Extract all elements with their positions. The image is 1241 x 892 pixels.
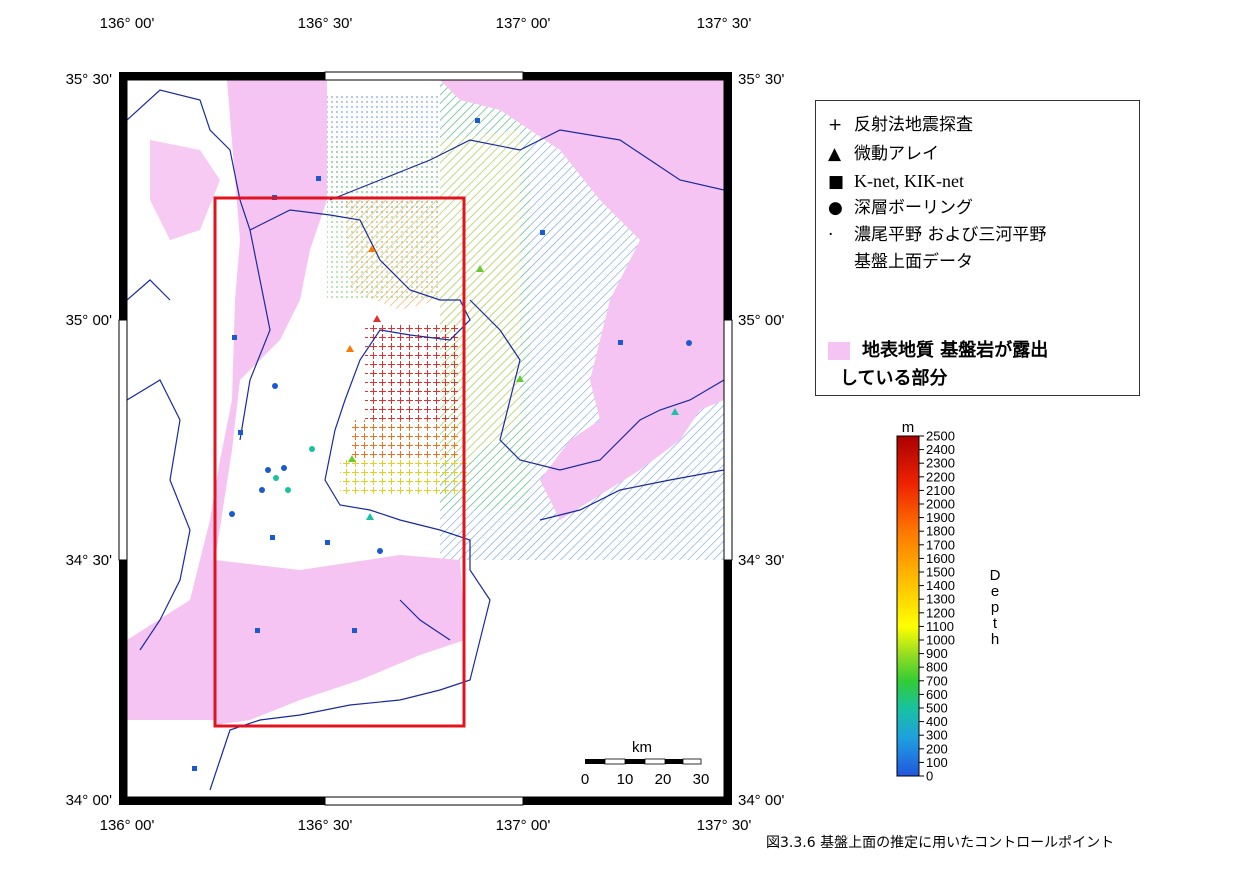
map-layers: [127, 80, 724, 791]
colorbar-tick-label: 1200: [926, 605, 955, 620]
right-label-3: 34° 00': [738, 792, 785, 809]
boring-points: [229, 340, 692, 554]
colorbar-tick-label: 1800: [926, 524, 955, 539]
colorbar-tick-label: 900: [926, 646, 948, 661]
left-label-3: 34° 00': [66, 792, 113, 809]
colorbar-title-letter: t: [993, 615, 998, 632]
colorbar-tick-label: 2200: [926, 469, 955, 484]
colorbar-tick-label: 1100: [926, 619, 954, 634]
top-label-0: 136° 00': [100, 15, 155, 32]
colorbar-ticks: 2500240023002200210020001900180017001600…: [919, 429, 955, 784]
bottom-axis-labels: 136° 00' 136° 30' 137° 00' 137° 30': [100, 817, 752, 834]
top-axis-labels: 136° 00' 136° 30' 137° 00' 137° 30': [100, 15, 752, 32]
geology-label-2: している部分: [840, 368, 948, 389]
right-label-0: 35° 30': [738, 71, 785, 88]
right-label-2: 34° 30': [738, 552, 785, 569]
colorbar-tick-label: 1500: [926, 565, 955, 580]
circle-icon: ●: [828, 198, 843, 218]
square-icon: ■: [828, 172, 845, 192]
legend-item-microtremor: ▲ 微動アレイ: [828, 144, 939, 164]
right-label-1: 35° 00': [738, 312, 785, 329]
right-axis-labels: 35° 30' 35° 00' 34° 30' 34° 00': [738, 71, 785, 809]
colorbar-tick-label: 800: [926, 660, 948, 675]
colorbar-tick-label: 2400: [926, 442, 955, 457]
reflection-crosses-red: [365, 325, 460, 425]
legend-box: + 反射法地震探査 ▲ 微動アレイ ■ K-net, KIK-net ● 深層ボーリング…: [815, 100, 1140, 396]
colorbar-tick-label: 400: [926, 714, 948, 729]
colorbar-tick-label: 2300: [926, 456, 955, 471]
top-label-3: 137° 30': [697, 15, 752, 32]
figure-caption: 図3.3.6 基盤上面の推定に用いたコントロールポイント: [766, 835, 1115, 851]
study-area-rectangle: [213, 196, 466, 728]
top-label-2: 137° 00': [496, 15, 551, 32]
scale-tick-0: 0: [581, 771, 589, 788]
geology-swatch: [828, 342, 850, 360]
coastlines-boundaries: [127, 89, 724, 791]
colorbar-tick-label: 1000: [926, 633, 955, 648]
colorbar-tick-label: 1900: [926, 510, 955, 525]
colorbar-tick-label: 500: [926, 701, 948, 716]
legend-item-reflection: + 反射法地震探査: [828, 115, 973, 135]
left-label-0: 35° 30': [66, 71, 113, 88]
left-label-2: 34° 30': [66, 552, 113, 569]
scale-tick-3: 30: [693, 771, 710, 788]
scale-tick-1: 10: [617, 771, 634, 788]
colorbar-tick-label: 1400: [926, 578, 955, 593]
scale-tick-2: 20: [655, 771, 672, 788]
colorbar-tick-label: 300: [926, 728, 948, 743]
colorbar-tick-label: 200: [926, 741, 948, 756]
colorbar-tick-label: 1700: [926, 537, 955, 552]
colorbar-tick-label: 600: [926, 687, 948, 702]
map-frame: [118, 71, 733, 806]
left-axis-labels: 35° 30' 35° 00' 34° 30' 34° 00': [66, 71, 113, 809]
depth-area-orange: [345, 200, 440, 310]
bottom-label-1: 136° 30': [298, 817, 353, 834]
scale-unit: km: [632, 739, 652, 756]
colorbar-tick-label: 0: [926, 769, 933, 784]
bedrock-exposure: [127, 80, 724, 725]
bottom-label-0: 136° 00': [100, 817, 155, 834]
plus-icon: +: [828, 115, 843, 135]
legend-item-basement-line2: 基盤上面データ: [854, 252, 973, 272]
colorbar-ramp: [896, 435, 920, 777]
legend-item-knet: ■ K-net, KIK-net: [828, 171, 964, 192]
reflection-crosses-yellow: [340, 460, 470, 495]
colorbar-tick-label: 2000: [926, 497, 955, 512]
left-label-1: 35° 00': [66, 312, 113, 329]
microtremor-points: [346, 245, 679, 520]
legend-item-boring: ● 深層ボーリング: [828, 198, 973, 218]
bottom-label-3: 137° 30': [697, 817, 752, 834]
colorbar-unit: m: [902, 419, 915, 436]
colorbar-tick-label: 2500: [926, 429, 955, 444]
colorbar-title-letter: D: [990, 567, 1001, 584]
colorbar-tick-label: 1300: [926, 592, 955, 607]
top-label-1: 136° 30': [298, 15, 353, 32]
colorbar-title-letter: p: [991, 599, 999, 616]
colorbar-tick-label: 700: [926, 673, 948, 688]
triangle-icon: ▲: [828, 144, 842, 164]
legend-item-basement: · 濃尾平野 および三河平野: [828, 225, 1047, 245]
colorbar-title-letter: e: [991, 583, 999, 600]
scale-bar: km 0 10 20 30: [581, 739, 710, 788]
bottom-label-2: 137° 00': [496, 817, 551, 834]
colorbar-tick-label: 1600: [926, 551, 955, 566]
geology-label-1: 地表地質 基盤岩が露出: [862, 340, 1049, 361]
reflection-crosses-orange: [350, 420, 460, 465]
colorbar-tick-label: 100: [926, 755, 948, 770]
colorbar-tick-label: 2100: [926, 483, 955, 498]
colorbar-title-letter: h: [991, 631, 999, 648]
dot-icon: ·: [828, 225, 834, 245]
depth-colorbar: m 25002400230022002100200019001800170016…: [896, 419, 1001, 784]
